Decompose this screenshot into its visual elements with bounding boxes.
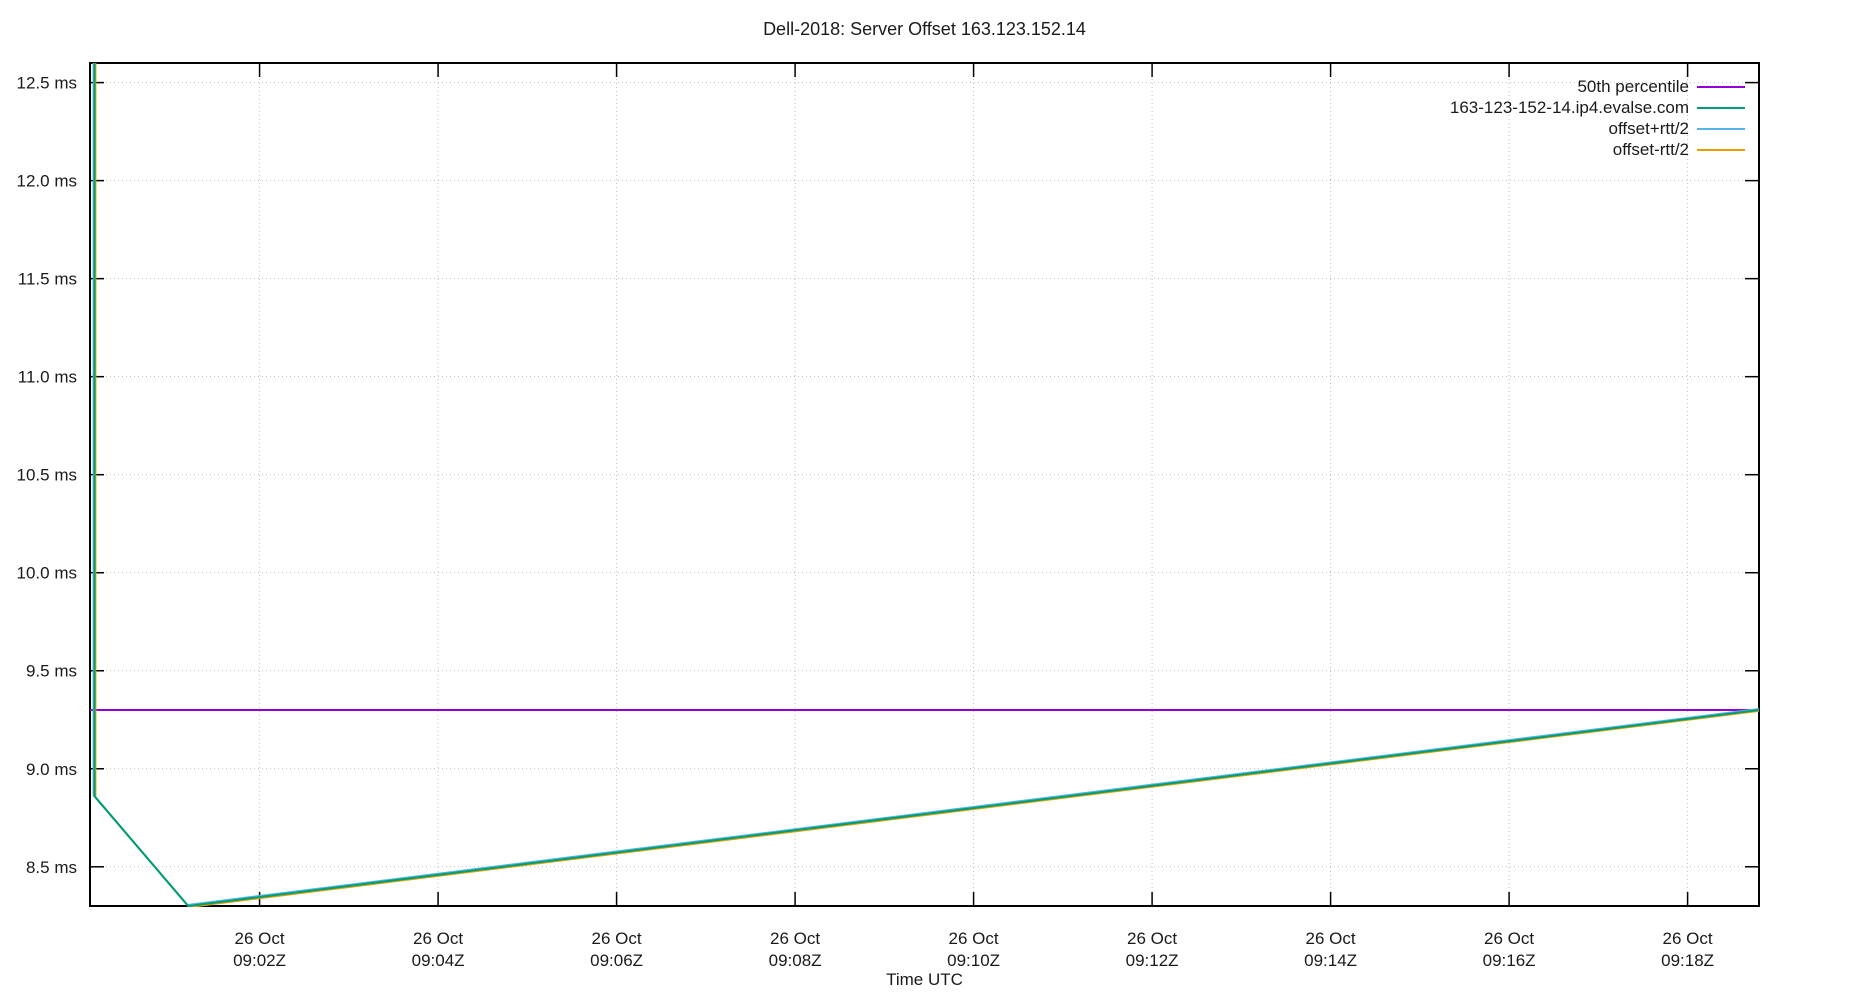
y-tick-label: 9.0 ms — [26, 760, 77, 779]
x-tick-label-time: 09:06Z — [590, 951, 643, 970]
legend-line-sample — [1697, 148, 1745, 151]
legend-item: offset+rtt/2 — [1450, 118, 1745, 139]
x-tick-label-date: 26 Oct — [770, 929, 820, 948]
y-tick-label: 11.5 ms — [18, 270, 77, 289]
legend-line-sample — [1697, 106, 1745, 109]
x-tick-label-date: 26 Oct — [592, 929, 642, 948]
legend-label: 163-123-152-14.ip4.evalse.com — [1449, 97, 1689, 117]
y-tick-label: 9.5 ms — [26, 662, 77, 681]
x-tick-label-date: 26 Oct — [413, 929, 463, 948]
x-tick-label-time: 09:12Z — [1126, 951, 1179, 970]
x-tick-label-date: 26 Oct — [1484, 929, 1534, 948]
x-tick-label-time: 09:02Z — [233, 951, 286, 970]
x-tick-label-time: 09:16Z — [1483, 951, 1536, 970]
x-tick-label-date: 26 Oct — [1663, 929, 1713, 948]
legend: 50th percentile 163-123-152-14.ip4.evals… — [1450, 76, 1745, 160]
x-tick-label-time: 09:04Z — [412, 951, 465, 970]
series-line-offset-rtt-2 — [94, 63, 1760, 907]
y-tick-label: 8.5 ms — [26, 858, 77, 877]
x-axis-label: Time UTC — [886, 970, 963, 989]
legend-line-sample — [1697, 85, 1745, 88]
y-tick-label: 11.0 ms — [18, 368, 77, 387]
legend-line-sample — [1697, 127, 1745, 130]
y-tick-label: 12.0 ms — [17, 172, 77, 191]
y-tick-label: 12.5 ms — [17, 74, 77, 93]
legend-item: 50th percentile — [1450, 76, 1745, 97]
y-tick-label: 10.0 ms — [17, 564, 77, 583]
x-tick-label-time: 09:18Z — [1661, 951, 1714, 970]
x-tick-label-time: 09:08Z — [769, 951, 822, 970]
legend-item: offset-rtt/2 — [1450, 139, 1745, 160]
chart-title: Dell-2018: Server Offset 163.123.152.14 — [763, 19, 1086, 39]
series-group — [90, 63, 1760, 907]
y-tick-label: 10.5 ms — [17, 466, 77, 485]
x-tick-label-time: 09:10Z — [947, 951, 1000, 970]
x-tick-label-date: 26 Oct — [949, 929, 999, 948]
legend-label: offset+rtt/2 — [1608, 118, 1689, 138]
x-tick-label-date: 26 Oct — [1127, 929, 1177, 948]
plot-border — [89, 62, 1760, 907]
legend-item: 163-123-152-14.ip4.evalse.com — [1450, 97, 1745, 118]
legend-label: offset-rtt/2 — [1612, 139, 1689, 159]
series-line-163-123-152-14-ip4-evalse-com — [93, 63, 1760, 907]
x-tick-label-date: 26 Oct — [235, 929, 285, 948]
legend-label: 50th percentile — [1577, 76, 1689, 96]
x-tick-label-date: 26 Oct — [1306, 929, 1356, 948]
x-tick-label-time: 09:14Z — [1304, 951, 1357, 970]
